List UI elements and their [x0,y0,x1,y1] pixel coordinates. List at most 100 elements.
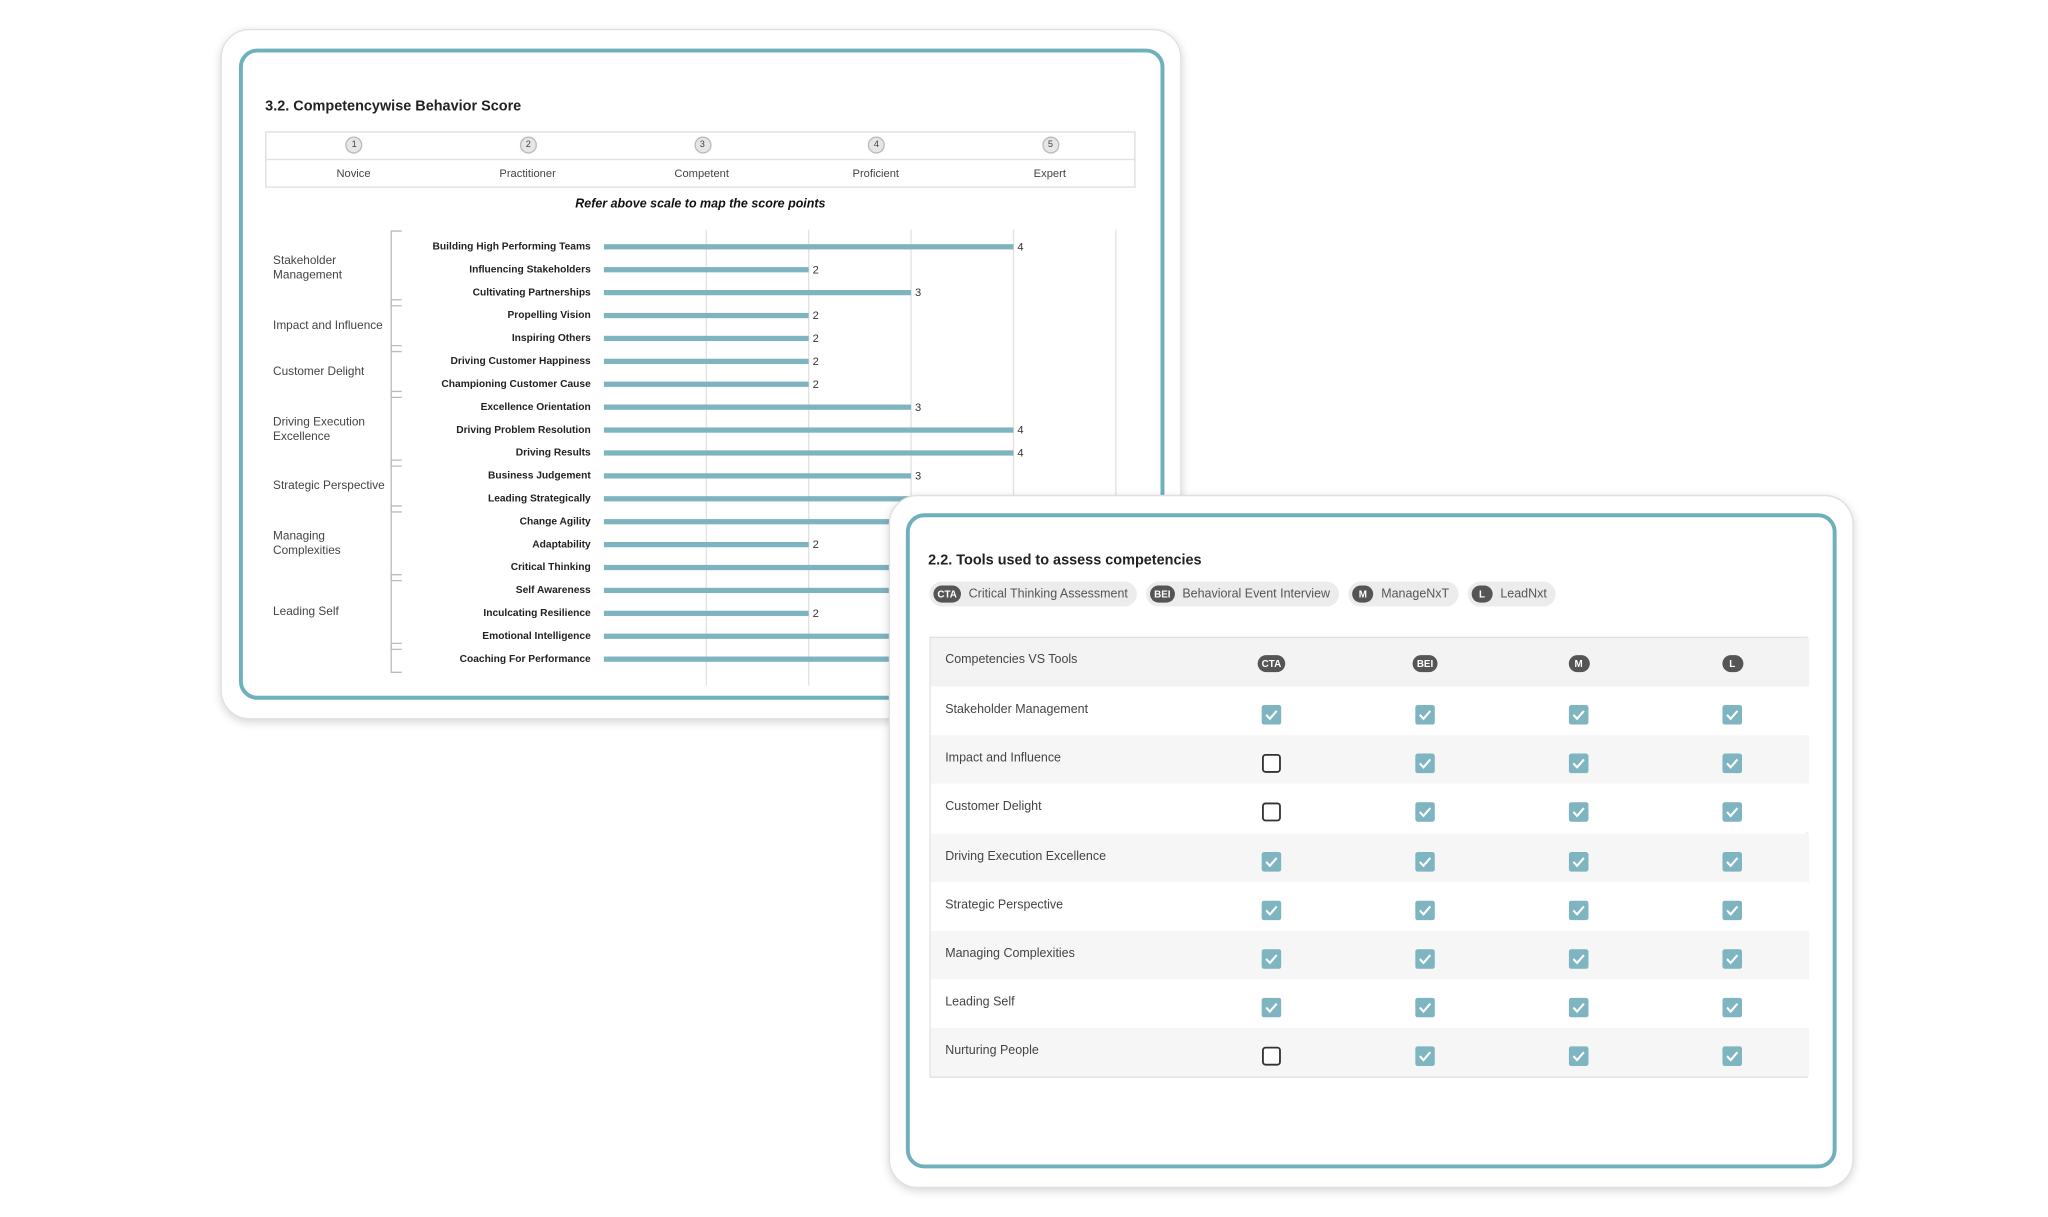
checkbox-box [1415,753,1435,774]
tool-badge: CTA [1257,655,1286,673]
checkmark [1726,905,1739,916]
category-label: Inspiring Others [512,333,591,344]
scale-point: 4 [867,136,885,154]
tools-title: 2.2. Tools used to assess competencies [928,552,1202,569]
table-row: Customer Delight [930,784,1810,833]
checkbox-box [1415,851,1435,872]
checkmark [1572,1052,1585,1063]
value-label: 2 [813,264,819,276]
checkbox-checked [1722,802,1743,823]
chart-card: 3.2. Competencywise Behavior Score 1 Novi… [238,48,1165,700]
tool-badge: BEI [1412,655,1438,673]
checkmark [1265,954,1278,965]
check-cell [1502,1044,1656,1067]
scale-point: 2 [519,136,537,154]
scale-note: Refer above scale to map the score point… [575,196,826,212]
category-label: Self Awareness [516,585,591,596]
bar [603,633,912,639]
checkbox-checked [1722,1046,1743,1067]
category-label: Driving Problem Resolution [456,425,591,436]
group-label: Managing Complexities [273,528,341,557]
tool-chip: M ManageNxT [1348,581,1459,607]
check-cell [1195,1044,1349,1067]
checkbox-box [1261,851,1282,872]
checkbox-box [1415,900,1435,921]
category-label: Adaptability [532,539,591,550]
bar [603,312,809,319]
value-label: 4 [1017,448,1023,460]
value-label: 3 [915,470,921,482]
checkbox-box [1415,1046,1435,1067]
bar [603,244,1014,250]
header-cell: M [1502,652,1656,673]
row-label: Impact and Influence [945,751,1062,766]
value-label: 2 [813,333,819,345]
checkbox-checked [1722,851,1743,872]
checkbox-checked [1722,704,1743,725]
bar [603,335,809,342]
check-cell [1502,898,1656,921]
checkbox-checked [1261,704,1282,725]
category-label: Leading Strategically [488,494,591,505]
scale-point: 3 [693,136,711,154]
group-bracket [390,505,402,582]
checkmark [1572,856,1585,867]
checkbox-box [1722,997,1743,1018]
checkbox-checked [1415,704,1435,725]
checkbox-checked [1415,949,1435,969]
check-cell [1195,800,1349,822]
check-cell [1348,947,1502,969]
group-bracket [390,574,402,651]
value-label: 4 [1017,241,1023,253]
checkmark [1726,954,1739,965]
check-cell [1195,898,1349,921]
row-label: Stakeholder Management [945,702,1089,717]
checkbox-checked [1415,851,1435,872]
category-label: Coaching For Performance [460,654,591,665]
checkbox-checked [1722,900,1743,921]
checkbox-box [1722,949,1743,969]
bar [603,381,809,387]
check-cell [1348,751,1502,774]
category-label: Propelling Vision [507,310,590,321]
scale-point: 5 [1041,136,1060,154]
check-cell [1502,849,1656,872]
group-bracket [390,344,402,399]
check-cell [1195,751,1349,774]
checkbox-box [1415,802,1435,823]
bar [603,450,1014,456]
check-cell [1195,995,1349,1018]
checkmark [1572,710,1585,721]
tool-name: LeadNxt [1500,586,1547,602]
header-cell: L [1655,652,1809,673]
checkmark [1572,905,1585,916]
tool-badge: CTA [933,585,961,603]
check-cell [1655,947,1809,969]
category-label: Critical Thinking [511,562,591,573]
checkmark [1726,807,1739,818]
tool-name: Critical Thinking Assessment [968,586,1128,602]
category-label: Championing Customer Cause [441,379,591,390]
check-cell [1348,995,1502,1018]
checkmark [1572,759,1585,770]
checkmark [1265,856,1278,867]
checkbox-checked [1261,851,1282,872]
chart: Building High Performing Teams 4 Influenci… [390,229,1117,686]
checkbox-box [1568,949,1589,969]
bar [603,427,1014,433]
check-cell [1502,947,1656,969]
scale-label: Expert [1033,166,1066,180]
value-label: 2 [813,356,819,368]
value-label: 2 [813,310,819,322]
checkbox-box [1722,900,1743,921]
checkbox-box [1722,802,1743,823]
row-label: Managing Complexities [945,946,1075,961]
checkbox-checked [1261,949,1282,969]
tool-chip: L LeadNxt [1467,581,1557,607]
group-label: Driving Execution Excellence [273,414,365,442]
check-cell [1655,800,1809,823]
checkbox-box [1568,753,1589,774]
bar [603,404,912,410]
checkmark [1419,710,1432,721]
